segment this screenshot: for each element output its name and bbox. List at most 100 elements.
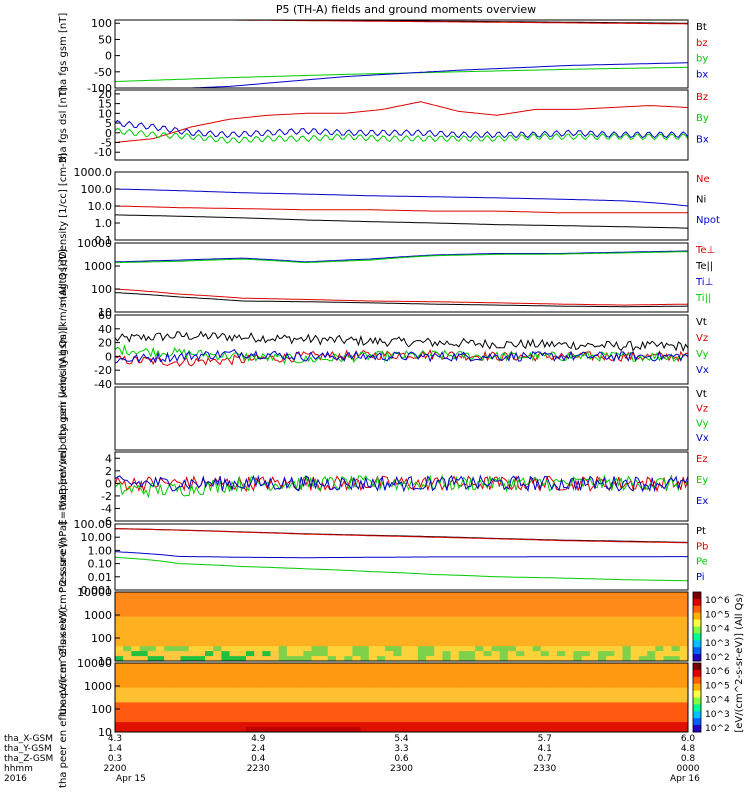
heatmap-cell [606, 663, 615, 669]
heatmap-cell [516, 592, 525, 598]
y-tick-label: 1.00 [88, 544, 113, 557]
heatmap-cell [360, 601, 370, 608]
heatmap-cell [147, 646, 157, 652]
heatmap-cell [344, 672, 353, 679]
heatmap-cell [360, 626, 370, 632]
heatmap-cell [368, 663, 378, 669]
colorbar-band [693, 598, 701, 607]
heatmap-cell [516, 631, 525, 637]
heatmap-cell [303, 663, 312, 669]
heatmap-cell [188, 626, 198, 632]
heatmap-cell [172, 636, 181, 642]
heatmap-cell [131, 677, 141, 684]
heatmap-cell [565, 646, 574, 652]
heatmap-cell [123, 727, 132, 733]
heatmap-cell [303, 621, 312, 627]
colorbar-tick-label: 10^5 [705, 681, 730, 691]
heatmap-cell [147, 687, 157, 693]
heatmap-cell [147, 626, 157, 632]
heatmap-cell [139, 616, 149, 622]
heatmap-cell [278, 621, 288, 627]
heatmap-cell [385, 651, 394, 657]
heatmap-cell [221, 672, 231, 679]
heatmap-cell [319, 663, 329, 669]
colorbar-band [693, 612, 701, 620]
heatmap-cell [376, 722, 386, 728]
heatmap-cell [164, 636, 173, 642]
heatmap-cell [606, 717, 615, 723]
heatmap-cell [401, 677, 411, 684]
heatmap-cell [655, 636, 664, 642]
heatmap-cell [360, 672, 370, 679]
heatmap-cell [663, 636, 673, 642]
orbit-value-x: 5.7 [538, 734, 552, 744]
y-axis-label: tha peer velocity gsm [km/s (All Qs)] [58, 327, 69, 511]
heatmap-cell [458, 687, 468, 693]
heatmap-cell [499, 621, 509, 627]
heatmap-cell [647, 727, 656, 733]
heatmap-cell [254, 663, 263, 669]
heatmap-cell [507, 616, 517, 622]
heatmap-cell [246, 722, 255, 728]
orbit-value-z: 0.6 [394, 754, 409, 764]
heatmap-cell [180, 692, 190, 698]
heatmap-cell [548, 631, 558, 637]
heatmap-cell [540, 596, 550, 603]
heatmap-cell [417, 621, 427, 627]
heatmap-cell [655, 707, 664, 713]
y-axis-label: tha peer en eflux eV/(cm^2-s-sr-eV) [58, 607, 69, 788]
heatmap-cell [671, 667, 681, 674]
heatmap-cell [205, 663, 214, 669]
heatmap-cell [524, 601, 533, 608]
heatmap-cell [532, 646, 542, 652]
heatmap-cell [147, 707, 157, 713]
heatmap-cell [131, 601, 141, 608]
heatmap-cell [426, 601, 435, 608]
heatmap-cell [139, 626, 149, 632]
heatmap-cell [311, 672, 321, 679]
y-tick-label: 100 [91, 17, 112, 30]
heatmap-cell [499, 727, 509, 733]
heatmap-cell [540, 722, 550, 728]
heatmap-cell [614, 727, 623, 733]
orbit-value-y: 4.1 [538, 744, 552, 754]
heatmap-cell [589, 667, 599, 674]
heatmap-cell [548, 596, 558, 603]
heatmap-cell [327, 651, 337, 657]
heatmap-cell [295, 606, 304, 613]
heatmap-cell [123, 631, 132, 637]
heatmap-cell [655, 677, 664, 684]
heatmap-cell [614, 702, 623, 708]
heatmap-cell [221, 682, 231, 689]
heatmap-cell [638, 636, 648, 642]
heatmap-cell [368, 697, 378, 703]
heatmap-cell [188, 656, 198, 662]
heatmap-cell [180, 697, 190, 703]
heatmap-cell [573, 621, 583, 627]
heatmap-cell [115, 601, 124, 608]
orbit-label-x: tha_X-GSM [4, 734, 53, 744]
heatmap-cell [311, 636, 321, 642]
heatmap-cell [270, 631, 280, 637]
heatmap-cell [442, 687, 452, 693]
heatmap-cell [246, 631, 255, 637]
heatmap-cell [548, 682, 558, 689]
heatmap-cell [188, 606, 198, 613]
heatmap-cell [483, 692, 493, 698]
heatmap-cell [434, 663, 443, 669]
heatmap-cell [647, 692, 656, 698]
heatmap-cell [483, 722, 493, 728]
heatmap-cell [131, 611, 141, 618]
heatmap-cell [606, 677, 615, 684]
heatmap-cell [229, 667, 239, 674]
heatmap-cell [254, 682, 263, 689]
heatmap-cell [442, 592, 452, 598]
heatmap-cell [581, 692, 591, 698]
heatmap-cell [295, 592, 304, 598]
heatmap-cell [229, 636, 239, 642]
heatmap-cell [499, 611, 509, 618]
heatmap-cell [409, 596, 419, 603]
heatmap-cell [589, 697, 599, 703]
